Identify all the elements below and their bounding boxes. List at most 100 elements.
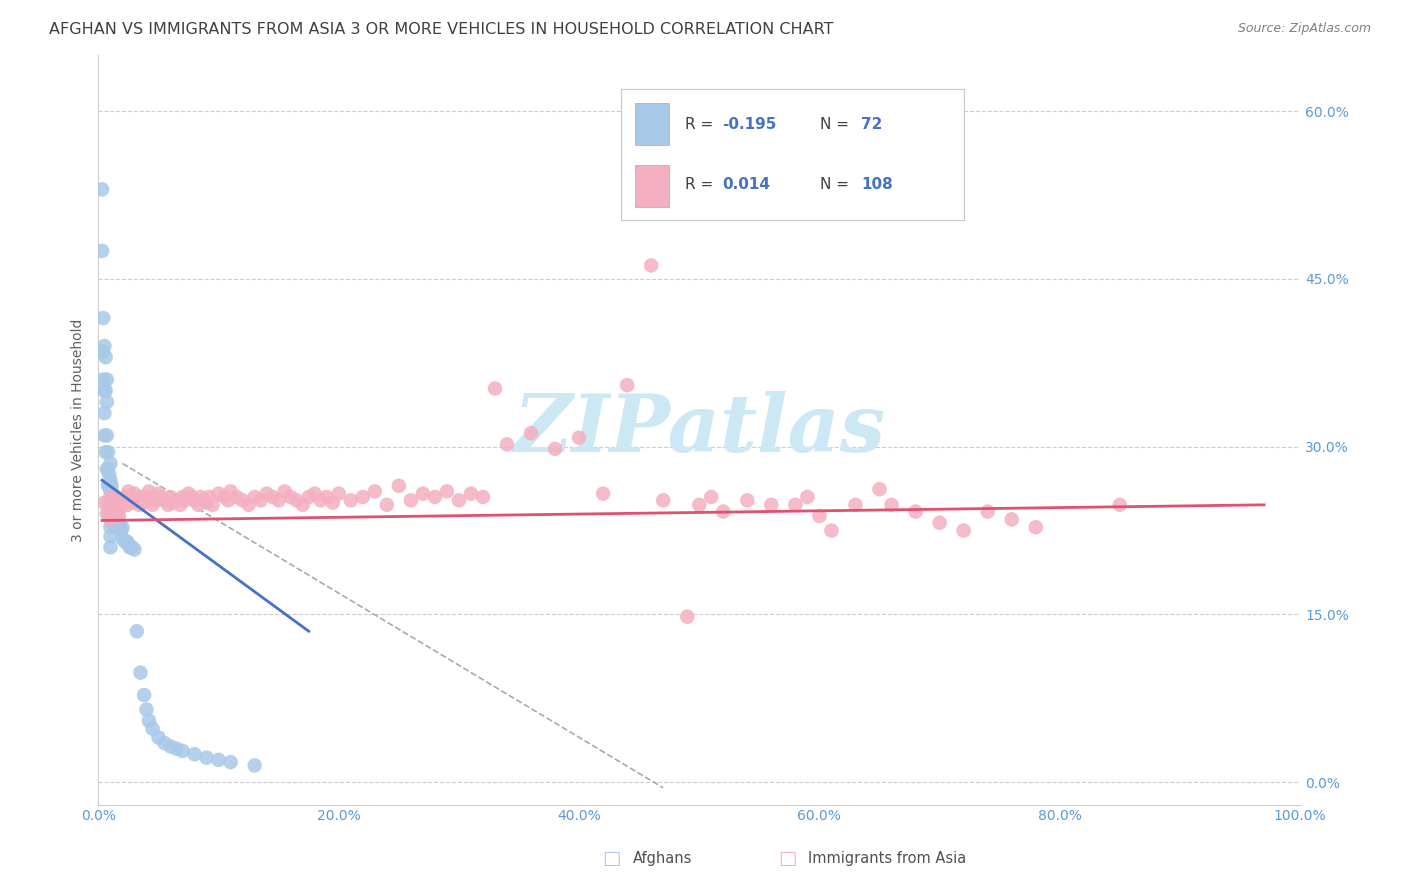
Text: Immigrants from Asia: Immigrants from Asia (808, 851, 967, 865)
Point (676, 609, 699, 624)
Point (135, 702, 157, 716)
Point (98, 479, 121, 493)
Point (232, 493, 254, 508)
Point (100, 529, 122, 543)
Point (91, 372, 114, 386)
Point (280, 490, 302, 504)
Point (166, 493, 188, 508)
Point (117, 534, 139, 549)
Point (207, 753, 229, 767)
Point (132, 495, 155, 509)
Point (592, 486, 614, 500)
Point (880, 498, 903, 512)
Text: Source: ZipAtlas.com: Source: ZipAtlas.com (1237, 22, 1371, 36)
Point (93, 406, 115, 420)
Point (181, 490, 204, 504)
Point (214, 490, 236, 504)
Point (148, 486, 170, 500)
Point (118, 541, 141, 555)
Point (183, 747, 205, 762)
Point (94, 350, 117, 364)
Point (869, 482, 891, 496)
Point (976, 504, 998, 518)
Point (121, 541, 143, 555)
Point (928, 516, 950, 530)
Point (193, 493, 215, 508)
Point (177, 486, 200, 500)
Point (101, 498, 124, 512)
Point (110, 524, 132, 538)
Point (225, 490, 247, 504)
Point (125, 493, 148, 508)
Point (273, 484, 295, 499)
Text: Afghans: Afghans (633, 851, 692, 865)
Point (688, 498, 710, 512)
Point (145, 493, 167, 508)
Point (128, 498, 150, 512)
Point (117, 484, 139, 499)
Text: □: □ (778, 848, 797, 868)
Point (219, 484, 242, 499)
Point (91, 344, 114, 359)
Point (484, 382, 506, 396)
Point (711, 504, 734, 518)
Point (100, 484, 122, 499)
Point (117, 537, 139, 551)
Point (117, 498, 139, 512)
Point (219, 755, 242, 769)
Point (94, 384, 117, 398)
Point (141, 722, 163, 736)
Point (436, 484, 458, 499)
Point (652, 493, 675, 508)
Point (108, 501, 131, 516)
Point (135, 490, 157, 504)
Point (97, 495, 120, 509)
Point (100, 495, 122, 509)
Point (785, 498, 807, 512)
Point (100, 508, 122, 523)
Point (249, 493, 271, 508)
Point (169, 498, 191, 512)
Point (304, 486, 326, 500)
Point (172, 490, 194, 504)
Point (93, 384, 115, 398)
Point (159, 739, 181, 754)
Point (322, 495, 344, 509)
Point (131, 490, 153, 504)
Point (103, 490, 125, 504)
Point (496, 437, 519, 451)
Text: ZIPatlas: ZIPatlas (513, 391, 886, 468)
Point (91, 182, 114, 196)
Point (101, 516, 124, 530)
Text: AFGHAN VS IMMIGRANTS FROM ASIA 3 OR MORE VEHICLES IN HOUSEHOLD CORRELATION CHART: AFGHAN VS IMMIGRANTS FROM ASIA 3 OR MORE… (49, 22, 834, 37)
Point (267, 493, 290, 508)
Point (105, 493, 128, 508)
Point (207, 486, 229, 500)
Point (149, 490, 172, 504)
Point (93, 428, 115, 442)
Point (183, 493, 205, 508)
Point (108, 518, 131, 533)
Point (162, 495, 184, 509)
Point (124, 542, 146, 557)
Point (309, 493, 332, 508)
Point (808, 508, 831, 523)
Point (174, 493, 197, 508)
Point (339, 493, 361, 508)
Point (460, 486, 482, 500)
Point (100, 473, 122, 487)
Point (96, 462, 118, 476)
Point (190, 490, 212, 504)
Point (298, 490, 321, 504)
Text: □: □ (602, 848, 621, 868)
Point (423, 490, 446, 504)
Point (291, 498, 314, 512)
Point (101, 486, 124, 500)
Point (103, 504, 125, 518)
Point (97, 445, 120, 459)
Point (96, 372, 118, 386)
Point (153, 493, 176, 508)
Point (217, 493, 239, 508)
Point (125, 624, 148, 639)
Point (100, 520, 122, 534)
